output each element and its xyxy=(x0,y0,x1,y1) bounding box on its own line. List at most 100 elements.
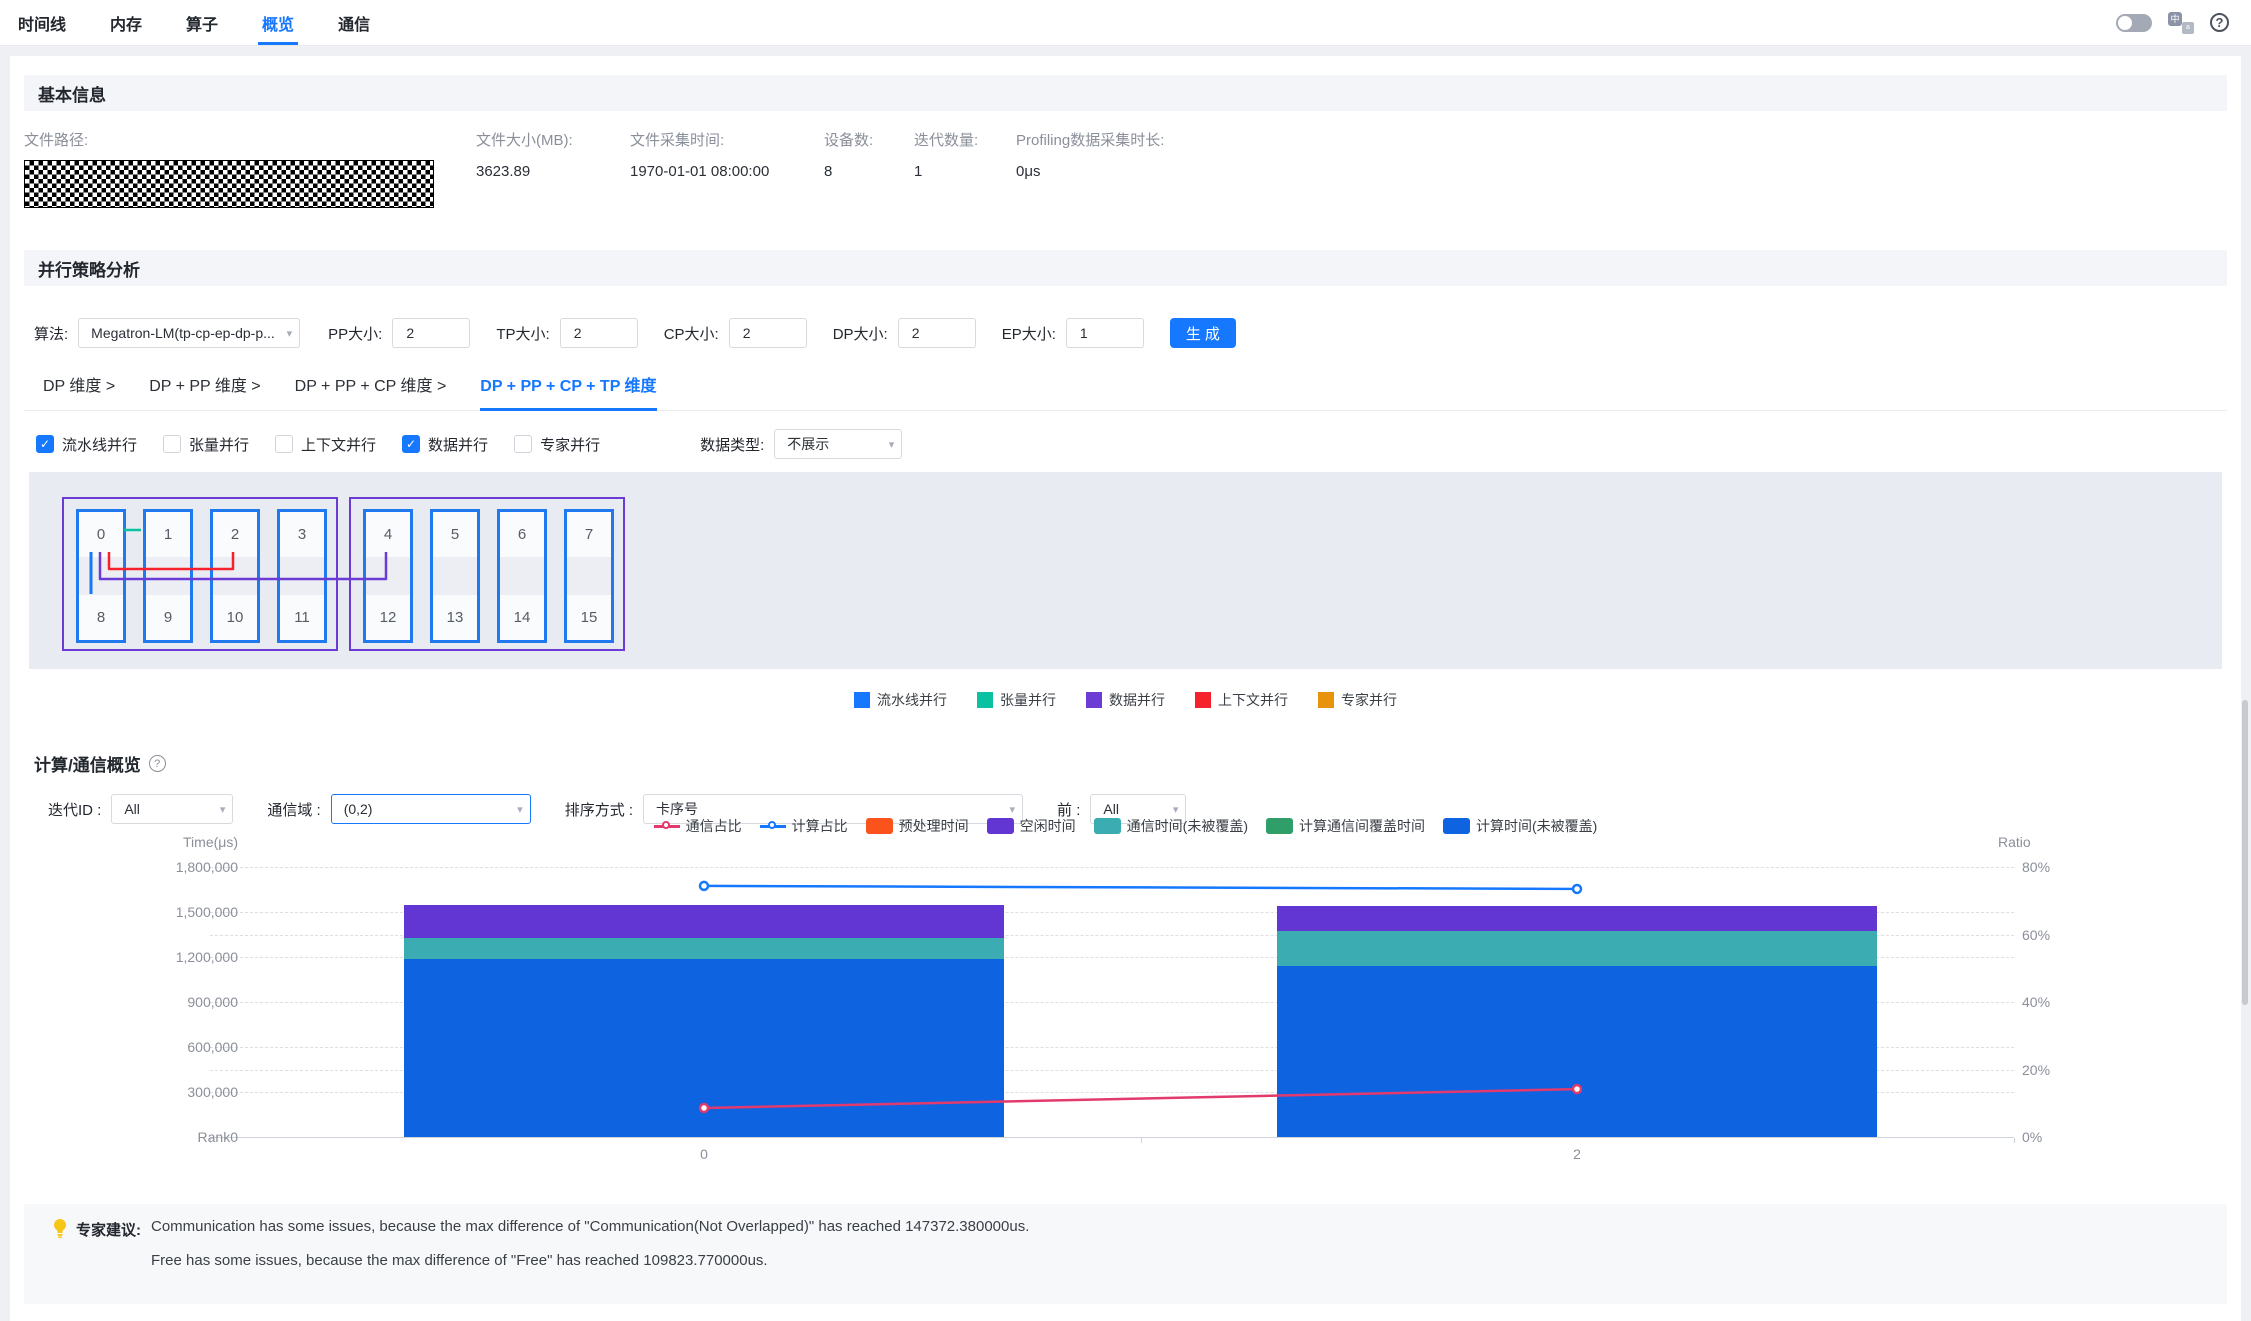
checkbox-label: 专家并行 xyxy=(540,436,601,454)
legend-label: 张量并行 xyxy=(1000,692,1056,708)
nav-tab-概览[interactable]: 概览 xyxy=(258,0,299,45)
nav-tab-算子[interactable]: 算子 xyxy=(186,16,219,34)
info-field-value: 1970-01-01 08:00:00 xyxy=(630,163,770,180)
device-cell: 7 xyxy=(567,512,611,557)
info-field-label: 设备数: xyxy=(824,132,874,149)
language-icon[interactable]: 中 a xyxy=(2168,11,2194,34)
bar-segment-空闲时间 xyxy=(1277,906,1877,932)
filter-select-3[interactable]: 卡序号 ▾ xyxy=(643,794,1024,824)
x-axis-tick xyxy=(2014,1138,2015,1143)
device-cell-spacer xyxy=(280,557,324,595)
info-field-value: 0μs xyxy=(1016,163,1041,180)
device-cell: 2 xyxy=(213,512,257,557)
parallel-header: 并行策略分析 xyxy=(24,250,2227,286)
dim-tab[interactable]: DP + PP 维度 > xyxy=(149,378,261,395)
overview-help-icon[interactable]: ? xyxy=(148,755,166,772)
content-card: 基本信息 文件路径: 文件大小(MB): 3623.89 文件采集时间: 1970-0… xyxy=(10,56,2241,1321)
legend-label: 流水线并行 xyxy=(877,692,947,708)
chart-legend-label: 通信占比 xyxy=(685,818,742,834)
data-type-select[interactable]: 不展示 ▾ xyxy=(774,429,903,459)
filter-select-1[interactable]: All ▾ xyxy=(111,794,234,824)
expert-advice-line: Communication has some issues, because t… xyxy=(151,1218,1030,1235)
lightbulb-icon xyxy=(54,1219,66,1238)
overview-header: 计算/通信概览 ? xyxy=(34,751,2227,776)
expert-advice-lines: Communication has some issues, because t… xyxy=(151,1218,1029,1286)
checkbox-张量并行[interactable]: 张量并行 xyxy=(163,434,249,455)
filter-select-2[interactable]: (0,2) ▾ xyxy=(330,794,531,824)
generate-button[interactable]: 生成 xyxy=(1169,318,1236,348)
y-right-axis-title: Ratio xyxy=(1998,834,2031,850)
device-cell: 5 xyxy=(433,512,477,557)
nav-tab-时间线[interactable]: 时间线 xyxy=(18,16,67,34)
file-path-block: 文件路径: xyxy=(24,129,476,250)
size-input-PP[interactable]: 2 xyxy=(392,318,471,348)
size-input-DP[interactable]: 2 xyxy=(897,318,976,348)
bar-segment-计算时间(未被覆盖) xyxy=(404,958,1004,1137)
size-input-CP[interactable]: 2 xyxy=(728,318,807,348)
device-cell-spacer xyxy=(433,557,477,595)
device-box: 2 10 xyxy=(210,509,260,643)
chart-legend-计算通信间覆盖时间[interactable]: 计算通信间覆盖时间 xyxy=(1266,816,1425,836)
filter-value: All xyxy=(124,801,140,817)
dim-tab[interactable]: DP + PP + CP + TP 维度 xyxy=(480,372,657,411)
bar-legend-icon xyxy=(1093,818,1121,834)
nav-tab-内存[interactable]: 内存 xyxy=(110,16,143,34)
toggle-knob xyxy=(2118,15,2132,30)
chart-legend-计算时间(未被覆盖)[interactable]: 计算时间(未被覆盖) xyxy=(1443,816,1597,836)
file-path-redacted xyxy=(24,160,434,208)
device-cell-spacer xyxy=(366,557,410,595)
legend-swatch xyxy=(1086,692,1102,708)
chart-legend-label: 计算通信间覆盖时间 xyxy=(1299,818,1425,834)
overview-title: 计算/通信概览 xyxy=(34,756,141,775)
expert-advice-label: 专家建议: xyxy=(76,1222,141,1239)
algorithm-select[interactable]: Megatron-LM(tp-cp-ep-dp-p... ▾ xyxy=(78,318,301,348)
dim-tab[interactable]: DP + PP + CP 维度 > xyxy=(294,378,447,395)
parallel-checkbox-row: ✓ 流水线并行 张量并行 上下文并行 ✓ 数据并行 专家并行 数据类型: 不展示 ▾ xyxy=(36,429,2227,459)
line-legend-icon xyxy=(759,821,786,831)
device-cell-spacer xyxy=(213,557,257,595)
checkbox-专家并行[interactable]: 专家并行 xyxy=(514,434,600,455)
checkbox-上下文并行[interactable]: 上下文并行 xyxy=(275,434,376,455)
y-left-tick-label: 300,000 xyxy=(187,1084,238,1100)
y-left-tick-label: 1,200,000 xyxy=(175,949,238,965)
theme-toggle[interactable] xyxy=(2116,13,2152,32)
y-right-tick-label: 0% xyxy=(2022,1129,2043,1145)
legend-swatch xyxy=(977,692,993,708)
y-right-tick-label: 60% xyxy=(2022,926,2051,943)
data-point-计算占比 xyxy=(1571,883,1583,895)
dim-tab[interactable]: DP 维度 > xyxy=(43,378,116,395)
device-box: 7 15 xyxy=(564,509,614,643)
size-input-EP[interactable]: 1 xyxy=(1065,318,1144,348)
chart-legend-通信时间(未被覆盖)[interactable]: 通信时间(未被覆盖) xyxy=(1093,816,1248,836)
filter-label: 迭代ID : xyxy=(48,801,102,819)
device-cell: 14 xyxy=(500,595,544,640)
bar-legend-icon xyxy=(1443,818,1470,834)
device-box: 3 11 xyxy=(277,509,327,643)
chart-legend-空闲时间[interactable]: 空闲时间 xyxy=(986,816,1076,836)
checkbox-流水线并行[interactable]: ✓ 流水线并行 xyxy=(36,434,137,455)
device-cell-spacer xyxy=(500,557,544,595)
file-path-label: 文件路径: xyxy=(24,132,89,149)
size-input-TP[interactable]: 2 xyxy=(559,318,638,348)
chart-legend-预处理时间[interactable]: 预处理时间 xyxy=(865,816,969,836)
device-cell: 6 xyxy=(500,512,544,557)
basic-info-row: 文件路径: 文件大小(MB): 3623.89 文件采集时间: 1970-01-01 … xyxy=(10,111,2241,250)
nav-tab-通信[interactable]: 通信 xyxy=(338,16,371,34)
legend-item-上下文并行: 上下文并行 xyxy=(1195,690,1288,710)
y-right-tick-label: 40% xyxy=(2022,994,2051,1010)
chart-legend-计算占比[interactable]: 计算占比 xyxy=(759,816,848,836)
checkbox-数据并行[interactable]: ✓ 数据并行 xyxy=(402,434,488,455)
help-icon[interactable]: ? xyxy=(2210,13,2229,32)
device-cell: 1 xyxy=(146,512,190,557)
chart-legend-通信占比[interactable]: 通信占比 xyxy=(653,816,742,836)
chart-legend-label: 计算时间(未被覆盖) xyxy=(1476,818,1598,834)
filter-value: All xyxy=(1103,801,1119,817)
filter-label: 排序方式 : xyxy=(564,801,634,819)
y-left-tick-label: 1,500,000 xyxy=(175,904,238,920)
chart-legend: 通信占比 计算占比 预处理时间 空闲时间 通信时间(未被覆盖) 计算通信间覆盖时间 计算时间… xyxy=(10,816,2241,836)
dp-group-border: 4 12 5 13 6 14 7 15 xyxy=(349,497,625,651)
device-cell: 8 xyxy=(79,595,123,640)
device-box: 5 13 xyxy=(430,509,480,643)
info-field: 设备数: 8 xyxy=(824,129,882,250)
page-scrollbar[interactable] xyxy=(2242,700,2248,1005)
